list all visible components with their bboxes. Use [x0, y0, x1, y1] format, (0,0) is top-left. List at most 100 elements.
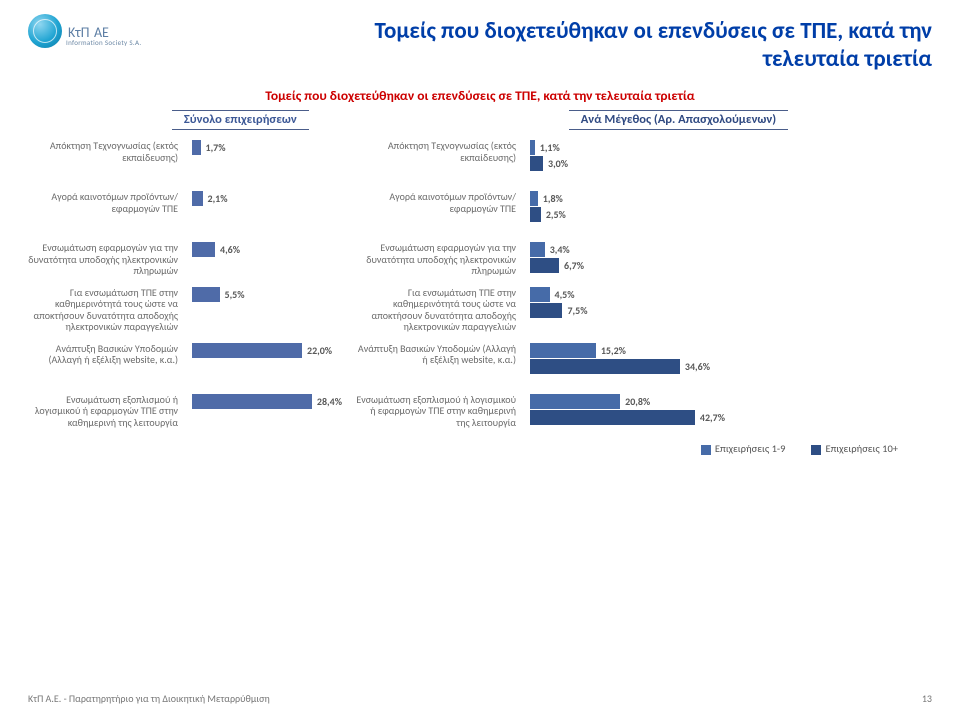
bar-value: 42,7%	[700, 411, 725, 424]
bar-b: 7,5%	[530, 303, 725, 318]
bar-fill	[192, 191, 203, 206]
bar-fill	[530, 359, 680, 374]
bar-total: 28,4%	[192, 394, 342, 409]
chart-row: Αγορά καινοτόμων προϊόντων/ εφαρμογών ΤΠ…	[28, 191, 932, 222]
logo-subtitle: Information Society S.A.	[66, 38, 141, 47]
bar-fill	[192, 394, 312, 409]
chart-subtitle: Τομείς που διοχετεύθηκαν οι επενδύσεις σ…	[28, 87, 932, 104]
bar-value: 22,0%	[307, 344, 332, 357]
row-label-right: Ενσωμάτωση εφαρμογών για την δυνατότητα …	[356, 242, 516, 277]
row-label-left: Ενσωμάτωση εξοπλισμού ή λογισμικού ή εφα…	[28, 394, 178, 429]
bar-fill	[530, 258, 559, 273]
bar-b: 3,0%	[530, 156, 725, 171]
bar-area-left: 2,1%	[192, 191, 342, 206]
bar-fill	[530, 156, 543, 171]
bar-fill	[530, 287, 550, 302]
chart-row: Απόκτηση Τεχνογνωσίας (εκτός εκπαίδευσης…	[28, 140, 932, 171]
bar-fill	[530, 303, 562, 318]
bar-value: 1,7%	[206, 141, 226, 154]
bar-area-right: 1,8% 2,5%	[530, 191, 725, 222]
bar-a: 4,5%	[530, 287, 725, 302]
footer-text: ΚτΠ Α.Ε. - Παρατηρητήριο για τη Διοικητι…	[28, 692, 270, 705]
bar-a: 1,8%	[530, 191, 725, 206]
series-headers: Σύνολο επιχειρήσεων Ανά Μέγεθος (Αρ. Απα…	[28, 110, 932, 130]
bar-total: 2,1%	[192, 191, 342, 206]
row-label-right: Για ενσωμάτωση ΤΠΕ στην καθημερινότητά τ…	[356, 287, 516, 333]
bar-fill	[530, 394, 620, 409]
bar-a: 3,4%	[530, 242, 725, 257]
bar-value: 4,6%	[220, 243, 240, 256]
bar-area-left: 1,7%	[192, 140, 342, 155]
bar-total: 22,0%	[192, 343, 342, 358]
bar-area-left: 5,5%	[192, 287, 342, 302]
bar-value: 20,8%	[625, 395, 650, 408]
bar-value: 7,5%	[567, 304, 587, 317]
legend-swatch-a	[701, 445, 711, 455]
bar-value: 28,4%	[317, 395, 342, 408]
bar-value: 1,8%	[543, 192, 563, 205]
bar-value: 5,5%	[225, 288, 245, 301]
bar-a: 1,1%	[530, 140, 725, 155]
legend-item-b: Επιχειρήσεις 10+	[811, 442, 898, 455]
row-label-left: Αγορά καινοτόμων προϊόντων/ εφαρμογών ΤΠ…	[28, 191, 178, 214]
bar-area-left: 4,6%	[192, 242, 342, 257]
bar-value: 6,7%	[564, 259, 584, 272]
slide: ΚτΠ ΑΕ Information Society S.A. Τομείς π…	[0, 0, 960, 715]
bar-total: 1,7%	[192, 140, 342, 155]
legend: Επιχειρήσεις 1-9 Επιχειρήσεις 10+	[28, 442, 932, 455]
bar-fill	[530, 410, 695, 425]
legend-item-a: Επιχειρήσεις 1-9	[701, 442, 786, 455]
page-number: 13	[922, 692, 932, 705]
chart-rows: Απόκτηση Τεχνογνωσίας (εκτός εκπαίδευσης…	[28, 140, 932, 428]
bar-area-left: 22,0%	[192, 343, 342, 358]
chart-row: Ενσωμάτωση εφαρμογών για την δυνατότητα …	[28, 242, 932, 277]
bar-b: 6,7%	[530, 258, 725, 273]
legend-label-b: Επιχειρήσεις 10+	[825, 442, 898, 455]
bar-fill	[192, 287, 220, 302]
logo-globe-icon	[28, 14, 62, 48]
bar-b: 2,5%	[530, 207, 725, 222]
bar-fill	[530, 191, 538, 206]
chart-row: Ενσωμάτωση εξοπλισμού ή λογισμικού ή εφα…	[28, 394, 932, 429]
row-label-right: Ανάπτυξη Βασικών Υποδομών (Αλλαγή ή εξέλ…	[356, 343, 516, 366]
bar-value: 3,0%	[548, 157, 568, 170]
row-label-right: Απόκτηση Τεχνογνωσίας (εκτός εκπαίδευσης…	[356, 140, 516, 163]
bar-fill	[192, 140, 201, 155]
bar-value: 3,4%	[550, 243, 570, 256]
row-label-left: Ενσωμάτωση εφαρμογών για την δυνατότητα …	[28, 242, 178, 277]
bar-area-right: 20,8% 42,7%	[530, 394, 725, 425]
chart-row: Ανάπτυξη Βασικών Υποδομών (Αλλαγή ή εξέλ…	[28, 343, 932, 374]
bar-fill	[530, 140, 535, 155]
page-title: Τομείς που διοχετεύθηκαν οι επενδύσεις σ…	[288, 18, 932, 73]
bar-fill	[192, 242, 215, 257]
legend-label-a: Επιχειρήσεις 1-9	[715, 442, 786, 455]
series-header-by-size: Ανά Μέγεθος (Αρ. Απασχολούμενων)	[569, 110, 788, 130]
bar-total: 5,5%	[192, 287, 342, 302]
series-header-total: Σύνολο επιχειρήσεων	[172, 110, 309, 130]
bar-b: 34,6%	[530, 359, 725, 374]
bar-value: 2,5%	[546, 208, 566, 221]
bar-value: 4,5%	[555, 288, 575, 301]
row-label-left: Για ενσωμάτωση ΤΠΕ στην καθημερινότητά τ…	[28, 287, 178, 333]
bar-total: 4,6%	[192, 242, 342, 257]
bar-value: 1,1%	[540, 141, 560, 154]
bar-b: 42,7%	[530, 410, 725, 425]
bar-fill	[530, 343, 596, 358]
bar-area-right: 1,1% 3,0%	[530, 140, 725, 171]
bar-a: 15,2%	[530, 343, 725, 358]
row-label-left: Απόκτηση Τεχνογνωσίας (εκτός εκπαίδευσης…	[28, 140, 178, 163]
bar-a: 20,8%	[530, 394, 725, 409]
bar-fill	[530, 207, 541, 222]
bar-fill	[530, 242, 545, 257]
chart-row: Για ενσωμάτωση ΤΠΕ στην καθημερινότητά τ…	[28, 287, 932, 333]
bar-area-right: 15,2% 34,6%	[530, 343, 725, 374]
bar-fill	[192, 343, 302, 358]
bar-area-right: 4,5% 7,5%	[530, 287, 725, 318]
bar-value: 2,1%	[208, 192, 228, 205]
row-label-right: Ενσωμάτωση εξοπλισμού ή λογισμικού ή εφα…	[356, 394, 516, 429]
row-label-left: Ανάπτυξη Βασικών Υποδομών (Αλλαγή ή εξέλ…	[28, 343, 178, 366]
row-label-right: Αγορά καινοτόμων προϊόντων/ εφαρμογών ΤΠ…	[356, 191, 516, 214]
bar-value: 15,2%	[601, 344, 626, 357]
legend-swatch-b	[811, 445, 821, 455]
bar-area-right: 3,4% 6,7%	[530, 242, 725, 273]
